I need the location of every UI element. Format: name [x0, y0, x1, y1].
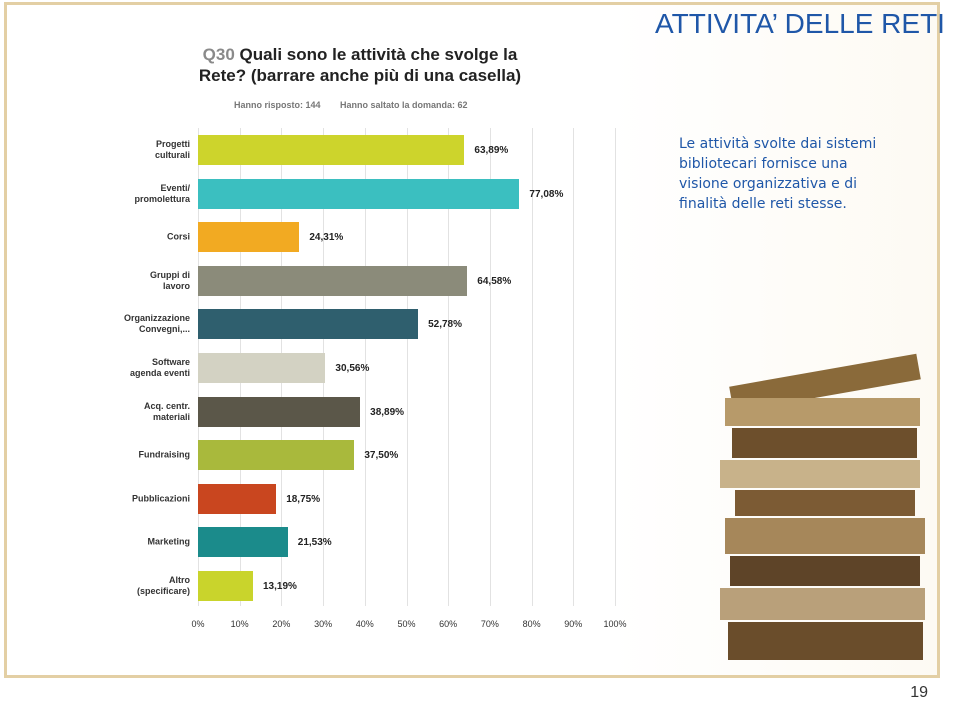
bar	[198, 178, 520, 209]
category-label: Marketing	[147, 536, 190, 547]
x-tick-label: 40%	[355, 619, 374, 629]
grid-line	[531, 128, 533, 606]
value-label: 30,56%	[335, 363, 370, 374]
category-label: Corsi	[166, 231, 190, 242]
value-label: 77,08%	[529, 188, 564, 200]
x-tick-label: 80%	[522, 619, 541, 629]
x-tick-label: 20%	[272, 619, 291, 629]
chart: 0% 10% 20% 30% 40% 50% 60% 70% 80% 90% 100% Progett…	[123, 128, 627, 629]
value-label: 52,78%	[428, 319, 462, 331]
bar	[198, 571, 253, 601]
bar	[198, 265, 468, 296]
x-tick-label: 100%	[603, 619, 627, 629]
grid-line	[615, 128, 616, 606]
slide-description: Le attività svolte dai sistemi bibliotec…	[679, 136, 877, 212]
bar	[198, 353, 326, 383]
category-label: Acq. centr. materiali	[143, 400, 190, 422]
x-tick-label: 90%	[564, 619, 583, 629]
skipped-count: Hanno saltato la domanda: 62	[340, 100, 468, 110]
bar	[198, 135, 465, 165]
category-label: Software agenda eventi	[129, 357, 190, 378]
value-label: 24,31%	[309, 232, 344, 244]
value-label: 21,53%	[297, 537, 332, 549]
category-label: Altro (specificare)	[136, 575, 190, 596]
bar	[198, 440, 355, 471]
grid-line	[406, 128, 408, 606]
chart-title: Q30 Quali sono le attività che svolge la…	[180, 44, 540, 86]
value-label: 18,75%	[286, 493, 321, 505]
category-label: Eventi/ promolettura	[134, 182, 190, 204]
bar	[198, 309, 419, 340]
category-label: Gruppi di lavoro	[150, 269, 190, 291]
grid-line	[364, 128, 366, 606]
value-label: 13,19%	[263, 581, 297, 592]
bar	[198, 483, 277, 514]
slide-title: ATTIVITA’ DELLE RETI	[655, 8, 945, 39]
bar	[198, 222, 300, 253]
category-label: Organizzazione Convegni,...	[123, 313, 190, 335]
books-illustration	[720, 353, 925, 660]
value-label: 64,58%	[477, 275, 512, 287]
grid-line	[573, 128, 575, 606]
answered-count: Hanno risposto: 144	[234, 100, 321, 110]
category-label: Progetti culturali	[154, 139, 190, 160]
question-id: Q30	[202, 45, 235, 64]
grid-line	[448, 128, 450, 606]
x-tick-label: 70%	[480, 619, 499, 629]
category-label: Pubblicazioni	[131, 493, 190, 504]
category-label: Fundraising	[138, 449, 191, 460]
bar	[198, 396, 361, 427]
question-text: Quali sono le attività che svolge la Ret…	[198, 45, 522, 85]
page-number: 19	[910, 684, 928, 701]
value-label: 63,89%	[474, 145, 509, 156]
x-tick-label: 50%	[397, 619, 416, 629]
bar	[198, 527, 288, 558]
value-label: 38,89%	[370, 406, 405, 418]
x-tick-label: 60%	[439, 619, 458, 629]
x-tick-label: 10%	[230, 619, 249, 629]
value-label: 37,50%	[364, 450, 399, 462]
x-tick-label: 30%	[314, 619, 333, 629]
x-tick-label: 0%	[191, 619, 205, 629]
grid-line	[489, 128, 491, 606]
